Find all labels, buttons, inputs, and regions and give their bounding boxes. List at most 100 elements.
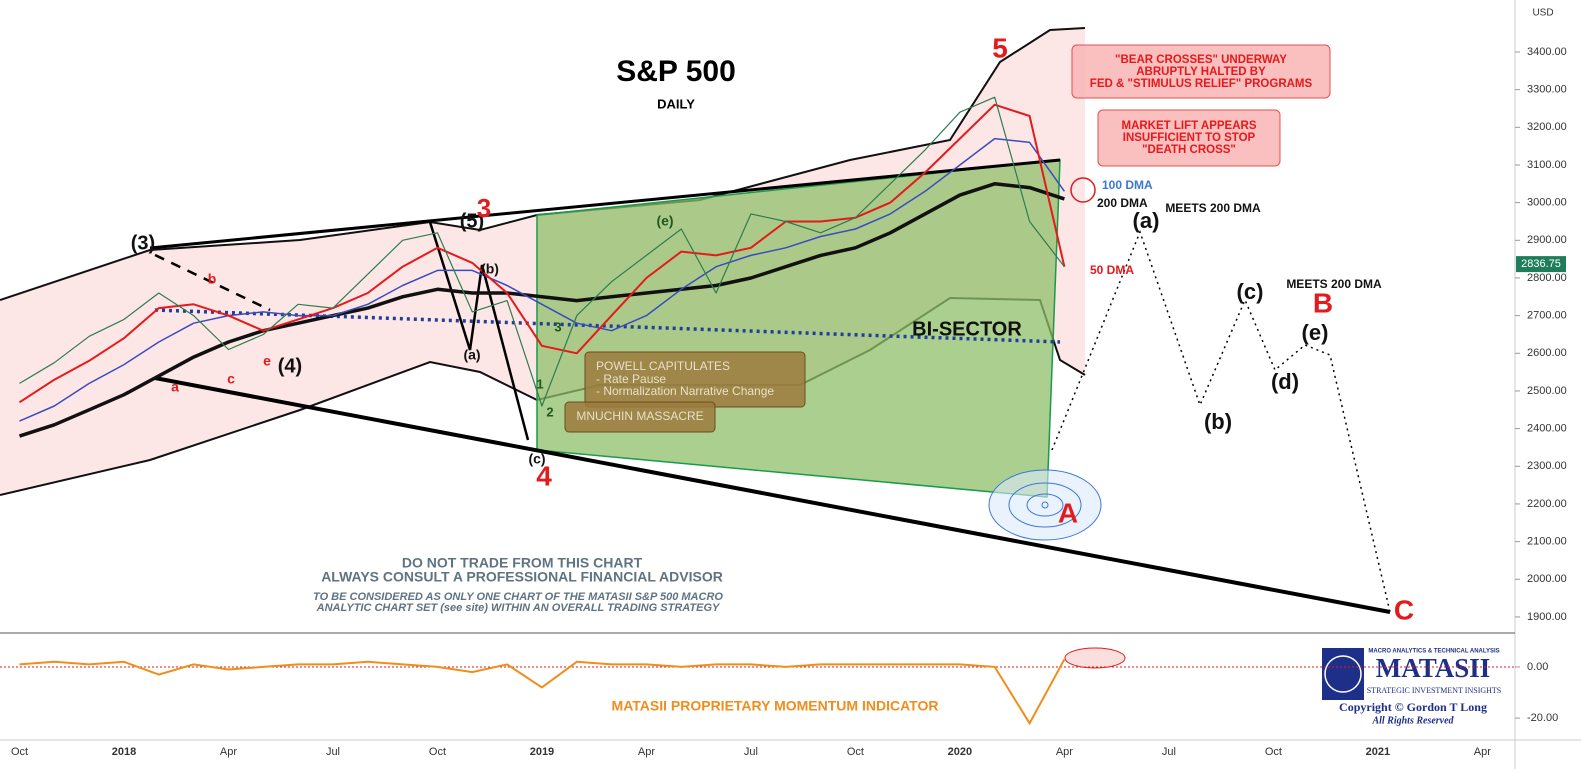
mnuchin-box — [564, 401, 716, 433]
annotation: a — [171, 379, 179, 395]
x-tick-label: Apr — [1056, 746, 1073, 758]
y-tick-label: 2000.00 — [1527, 573, 1567, 585]
annotation: (4) — [278, 355, 302, 377]
logo-icon — [1324, 655, 1362, 693]
y-tick-label: 1900.00 — [1527, 611, 1567, 623]
x-tick-label: Oct — [429, 746, 446, 758]
annotation: (a) — [463, 347, 480, 363]
annotation: BI-SECTOR — [912, 318, 1022, 340]
upper-wedge — [149, 158, 1061, 250]
x-tick-label: 2019 — [530, 746, 554, 758]
indicator-line — [19, 658, 1066, 726]
annotation: (e) — [1302, 320, 1329, 345]
lift-box — [1097, 109, 1281, 167]
logo: MACRO ANALYTICS & TECHNICAL ANALYSIS MAT… — [1322, 648, 1501, 726]
powell-text: - Rate Pause — [596, 372, 666, 386]
ma-line — [19, 137, 1066, 422]
annotation: (5) — [460, 210, 484, 232]
last-value-label: 2836.75 — [1521, 258, 1561, 270]
disclaimer: ALWAYS CONSULT A PROFESSIONAL FINANCIAL … — [321, 569, 723, 585]
annotation: (a) — [1133, 208, 1160, 233]
annotation: A — [1058, 497, 1078, 528]
annotation: (c) — [528, 451, 545, 467]
y-tick-label: 2800.00 — [1527, 272, 1567, 284]
chart-title: S&P 500 — [616, 55, 736, 88]
rights: All Rights Reserved — [1371, 715, 1454, 726]
lift-text: INSUFFICIENT TO STOP — [1123, 132, 1256, 144]
annotation: 5 — [992, 32, 1008, 63]
y-tick-label: 2600.00 — [1527, 347, 1567, 359]
x-tick-label: Jul — [744, 746, 758, 758]
x-tick-label: Jul — [326, 746, 340, 758]
annotation: 3 — [477, 193, 491, 223]
annotation: MEETS 200 DMA — [1165, 201, 1261, 215]
x-tick-label: 2021 — [1366, 746, 1390, 758]
ma-line — [18, 103, 1066, 404]
y-tick-label: 3200.00 — [1527, 121, 1567, 133]
annotation: (3) — [131, 232, 155, 254]
annotation: 4 — [536, 460, 552, 491]
x-tick-label: 2018 — [112, 746, 136, 758]
disclaimer-note: ANALYTIC CHART SET (see site) WITHIN AN … — [316, 602, 721, 614]
bear-box — [1071, 44, 1331, 99]
x-tick-label: Oct — [1265, 746, 1282, 758]
projection — [1051, 229, 1391, 613]
annotation: e — [263, 353, 271, 369]
currency: USD — [1532, 8, 1553, 19]
lift-text: MARKET LIFT APPEARS — [1121, 120, 1256, 132]
ma-line — [18, 182, 1065, 438]
y-tick-label: 2900.00 — [1527, 234, 1567, 246]
y-tick-label: 3100.00 — [1527, 159, 1567, 171]
x-tick-label: Oct — [11, 746, 28, 758]
y-tick-label: 3400.00 — [1527, 46, 1567, 58]
mnuchin-text: MNUCHIN MASSACRE — [576, 409, 703, 423]
indicator-circle — [1064, 647, 1126, 669]
last-value-badge — [1516, 256, 1566, 273]
wave-dash — [154, 253, 271, 312]
annotation: (e) — [656, 213, 673, 229]
legend-label: 50 DMA — [1090, 263, 1134, 277]
annotation: (b) — [1204, 409, 1232, 434]
annotation: 3 — [554, 319, 561, 334]
annotation: B — [1313, 287, 1333, 318]
annotation: MEETS 200 DMA — [1286, 277, 1382, 291]
bear-text: "BEAR CROSSES" UNDERWAY — [1115, 54, 1287, 66]
target-circles — [988, 469, 1102, 541]
annotation: (d) — [1271, 369, 1299, 394]
annotation: C — [1394, 594, 1414, 625]
x-tick-label: Oct — [847, 746, 864, 758]
disclaimer-note: TO BE CONSIDERED AS ONLY ONE CHART OF TH… — [313, 591, 723, 603]
x-tick-label: Jul — [1162, 746, 1176, 758]
legend-label: 200 DMA — [1097, 196, 1148, 210]
y-tick-label: 2200.00 — [1527, 498, 1567, 510]
disclaimer: DO NOT TRADE FROM THIS CHART — [402, 555, 643, 571]
annotation: 2 — [546, 404, 553, 419]
x-tick-label: 2020 — [948, 746, 972, 758]
cross-circle — [1070, 177, 1096, 203]
lift-text: "DEATH CROSS" — [1142, 144, 1236, 156]
lower-wedge — [154, 376, 1391, 614]
annotation: (b) — [481, 261, 499, 277]
y-tick-label: 0.00 — [1527, 661, 1548, 673]
y-tick-label: 3000.00 — [1527, 197, 1567, 209]
y-tick-label: 2300.00 — [1527, 460, 1567, 472]
y-tick-label: 2500.00 — [1527, 385, 1567, 397]
copyright: Copyright © Gordon T Long — [1339, 700, 1487, 714]
bear-text: ABRUPTLY HALTED BY — [1136, 66, 1266, 78]
y-tick-label: 2400.00 — [1527, 423, 1567, 435]
indicator-title: MATASII PROPRIETARY MOMENTUM INDICATOR — [612, 698, 939, 714]
y-tick-label: 2700.00 — [1527, 310, 1567, 322]
wave-lines — [428, 221, 530, 441]
bear-text: FED & "STIMULUS RELIEF" PROGRAMS — [1090, 78, 1313, 90]
y-tick-label: 3300.00 — [1527, 84, 1567, 96]
y-tick-label: 2100.00 — [1527, 536, 1567, 548]
x-tick-label: Apr — [638, 746, 655, 758]
x-tick-label: Apr — [1474, 746, 1491, 758]
chart-subtitle: DAILY — [657, 96, 695, 111]
annotation: (c) — [1237, 279, 1264, 304]
y-tick-label: -20.00 — [1527, 712, 1558, 724]
x-tick-label: Apr — [220, 746, 237, 758]
logo-name: MATASII — [1376, 653, 1491, 683]
